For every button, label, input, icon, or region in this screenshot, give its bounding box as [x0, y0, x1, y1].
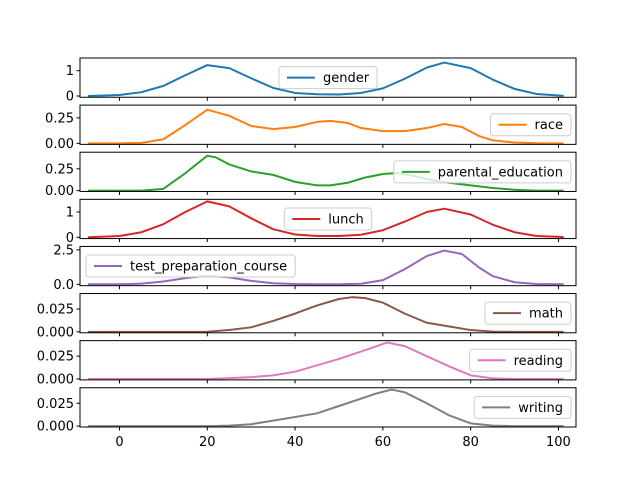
legend-label: math	[529, 307, 563, 322]
subplot-test_preparation_course: 0.0 2.5 test_preparation_course	[53, 243, 577, 293]
series-line-reading	[87, 341, 564, 380]
legend-box	[473, 395, 572, 419]
legend-lunch: lunch	[283, 207, 373, 231]
subplot-math: 0.000 0.025 math	[37, 293, 577, 340]
y-tick-label: 0.0	[53, 278, 74, 293]
y-tick-label: 0.000	[37, 325, 74, 340]
legend-box	[490, 113, 572, 137]
y-tick-label: 0.000	[37, 420, 74, 435]
series-line-writing	[87, 388, 564, 428]
legend-math: math	[484, 301, 572, 325]
y-tick-label: 0.25	[45, 162, 74, 177]
legend-label: writing	[518, 401, 563, 416]
y-tick-label: 0.025	[37, 350, 74, 365]
legend-gender: gender	[278, 66, 378, 90]
x-tick-label: 0	[115, 435, 123, 450]
series-line-parental_education	[87, 154, 564, 192]
legend-label: gender	[323, 71, 370, 86]
y-tick-label: 2.5	[53, 243, 74, 258]
legend-label: reading	[514, 354, 563, 369]
x-tick-label: 80	[462, 435, 479, 450]
subplot-lunch: 0 1 lunch	[66, 198, 577, 246]
legend-label: test_preparation_course	[130, 260, 287, 275]
legend-box	[393, 160, 572, 184]
legend-label: parental_education	[438, 165, 563, 180]
legend-test_preparation_course: test_preparation_course	[85, 254, 296, 278]
y-tick-label: 0.025	[37, 303, 74, 318]
legend-race: race	[490, 113, 572, 137]
legend-parental_education: parental_education	[393, 160, 572, 184]
axes-frame	[79, 387, 577, 428]
legend-reading: reading	[469, 348, 572, 372]
y-tick-label: 1	[66, 205, 74, 220]
x-tick-label: 40	[287, 435, 304, 450]
axes-frame	[79, 57, 577, 98]
subplot-reading: 0.000 0.025 reading	[37, 340, 577, 387]
subplot-gender: 0 1 gender	[66, 57, 577, 104]
subplot-writing: 0.000 0.025 0 20 40 60 80 100 writing	[37, 387, 577, 450]
series-line-test_preparation_course	[87, 249, 564, 286]
axes-frame	[79, 151, 577, 192]
legend-box	[484, 301, 572, 325]
subplot-parental_education: 0.00 0.25 parental_education	[45, 151, 577, 199]
legend-box	[85, 254, 296, 278]
axes-frame	[79, 198, 577, 240]
legend-writing: writing	[473, 395, 572, 419]
y-tick-label: 1	[66, 64, 74, 79]
legend-box	[469, 348, 572, 372]
y-tick-label: 0	[66, 231, 74, 246]
axes-frame	[79, 104, 577, 145]
y-tick-label: 0	[66, 89, 74, 104]
y-tick-label: 0.000	[37, 372, 74, 387]
series-line-lunch	[87, 200, 564, 239]
series-line-race	[87, 108, 564, 145]
y-tick-label: 0.25	[45, 111, 74, 126]
series-line-gender	[87, 61, 564, 97]
y-tick-label: 0.00	[45, 184, 74, 199]
legend-label: lunch	[328, 212, 363, 227]
legend-box	[278, 66, 378, 90]
y-tick-label: 0.025	[37, 397, 74, 412]
x-tick-label: 100	[546, 435, 571, 450]
x-tick-label: 20	[199, 435, 216, 450]
axes-frame	[79, 245, 577, 287]
x-tick-label: 60	[375, 435, 392, 450]
legend-label: race	[535, 118, 563, 133]
axes-frame	[79, 293, 577, 334]
legend-box	[283, 207, 373, 231]
series-line-math	[87, 296, 564, 333]
axes-frame	[79, 340, 577, 381]
subplot-race: 0.00 0.25 race	[45, 104, 577, 152]
y-tick-label: 0.00	[45, 137, 74, 152]
